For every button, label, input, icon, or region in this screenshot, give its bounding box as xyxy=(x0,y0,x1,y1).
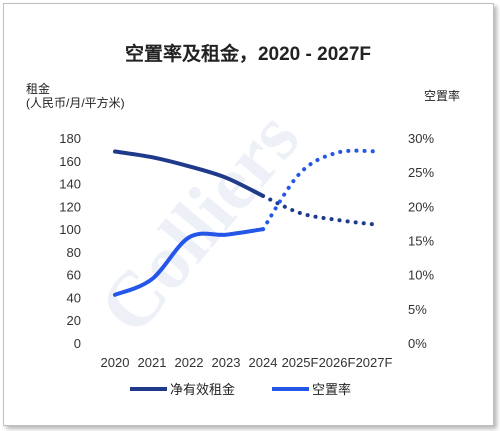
y-right-tick: 10% xyxy=(408,268,434,283)
x-tick: 2021 xyxy=(138,355,167,370)
series-line-net-rent-actual xyxy=(113,149,265,198)
legend-label-net-rent: 净有效租金 xyxy=(170,382,235,397)
y-right-tick: 25% xyxy=(408,165,434,180)
y-left-tick: 60 xyxy=(67,268,81,283)
y-left-tick: 20 xyxy=(67,313,81,328)
chart-card: Colliers 空置率及租金，2020 - 2027F 租金 (人民币/月/平… xyxy=(3,3,494,426)
watermark: Colliers xyxy=(82,94,316,349)
y-left-ticks: 0 20 40 60 80 100 120 140 160 180 xyxy=(59,131,81,351)
y-right-title: 空置率 xyxy=(424,88,460,103)
legend-label-vacancy: 空置率 xyxy=(312,382,351,397)
y-right-tick: 20% xyxy=(408,199,434,214)
y-left-tick: 140 xyxy=(59,177,81,192)
y-right-tick: 5% xyxy=(408,302,427,317)
x-tick: 2023 xyxy=(212,355,241,370)
y-right-tick: 30% xyxy=(408,131,434,146)
y-left-tick: 40 xyxy=(67,290,81,305)
chart-title: 空置率及租金，2020 - 2027F xyxy=(125,42,371,65)
y-left-tick: 160 xyxy=(59,154,81,169)
y-left-tick: 80 xyxy=(67,245,81,260)
y-left-tick: 100 xyxy=(59,222,81,237)
x-tick: 2025F xyxy=(282,355,319,370)
series-line-net-rent-forecast xyxy=(261,193,376,227)
y-left-title: 租金 xyxy=(26,81,50,96)
x-tick: 2020 xyxy=(101,355,130,370)
y-right-ticks: 0% 5% 10% 15% 20% 25% 30% xyxy=(408,131,434,351)
y-right-tick: 15% xyxy=(408,234,434,249)
y-right-tick: 0% xyxy=(408,336,427,351)
legend: 净有效租金 空置率 xyxy=(130,382,351,397)
series-layer xyxy=(113,148,376,297)
x-tick: 2024 xyxy=(249,355,278,370)
y-left-title-unit: (人民币/月/平方米) xyxy=(26,95,125,110)
y-left-tick: 120 xyxy=(59,199,81,214)
series-line-vacancy-forecast xyxy=(261,148,376,232)
y-left-tick: 180 xyxy=(59,131,81,146)
x-ticks: 2020 2021 2022 2023 2024 2025F 2026F 2027F xyxy=(101,355,393,370)
x-tick: 2027F xyxy=(356,355,393,370)
chart: Colliers 空置率及租金，2020 - 2027F 租金 (人民币/月/平… xyxy=(26,42,460,397)
x-tick: 2022 xyxy=(175,355,204,370)
x-tick: 2026F xyxy=(319,355,356,370)
series-line-vacancy-actual xyxy=(113,227,265,297)
y-left-tick: 0 xyxy=(74,336,81,351)
